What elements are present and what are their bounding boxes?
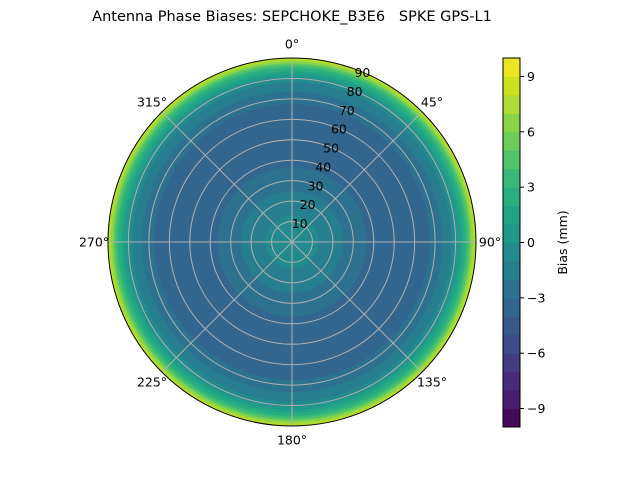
radial-tick-label: 40 xyxy=(315,159,331,174)
colorbar-tick-label: −3 xyxy=(527,290,545,305)
colorbar-level xyxy=(503,224,520,243)
angle-tick-label: 90° xyxy=(479,235,501,250)
colorbar-level xyxy=(503,205,520,225)
colorbar-level xyxy=(503,131,520,151)
colorbar-tick-label: 6 xyxy=(527,124,535,139)
colorbar-level xyxy=(503,316,520,336)
colorbar-level xyxy=(503,334,520,354)
radial-tick-label: 50 xyxy=(323,141,339,156)
colorbar-level xyxy=(503,187,520,207)
colorbar-tick-label: 9 xyxy=(527,69,535,84)
colorbar-level xyxy=(503,242,520,262)
angle-tick-label: 0° xyxy=(285,37,299,52)
colorbar-level xyxy=(503,260,520,280)
angle-tick-label: 315° xyxy=(137,94,167,109)
colorbar-tick-label: −9 xyxy=(527,401,545,416)
colorbar-level xyxy=(503,353,520,373)
colorbar-level xyxy=(503,408,520,428)
angular-gridline xyxy=(291,111,423,243)
angle-tick-label: 135° xyxy=(417,375,447,390)
angle-tick-label: 45° xyxy=(421,94,443,109)
colorbar-level xyxy=(503,94,520,114)
angular-gridline xyxy=(161,111,293,243)
radial-tick-label: 30 xyxy=(308,178,324,193)
colorbar-level xyxy=(503,371,520,391)
radial-tick-label: 90 xyxy=(354,65,370,80)
colorbar-tick-label: 0 xyxy=(527,235,535,250)
colorbar-level xyxy=(503,76,520,96)
angular-gridline xyxy=(161,241,293,373)
colorbar-level xyxy=(503,297,520,317)
polar-frame xyxy=(107,57,477,427)
angle-tick-label: 225° xyxy=(137,375,167,390)
colorbar-level xyxy=(503,279,520,299)
radial-tick-label: 20 xyxy=(300,197,316,212)
colorbar-level xyxy=(503,58,520,77)
angular-gridline xyxy=(291,241,423,373)
angle-tick-label: 270° xyxy=(79,235,109,250)
angle-tick-label: 180° xyxy=(277,433,307,448)
colorbar-level xyxy=(503,113,520,133)
radial-tick-label: 10 xyxy=(292,216,308,231)
colorbar-tick-label: 3 xyxy=(527,180,535,195)
radial-tick-label: 70 xyxy=(339,103,355,118)
colorbar-level xyxy=(503,150,520,170)
radial-tick-label: 60 xyxy=(331,122,347,137)
colorbar-label: Bias (mm) xyxy=(555,210,570,274)
radial-tick-label: 80 xyxy=(347,84,363,99)
colorbar-level xyxy=(503,390,520,410)
colorbar-level xyxy=(503,168,520,188)
chart-title: Antenna Phase Biases: SEPCHOKE_B3E6 SPKE… xyxy=(92,9,492,25)
colorbar-tick-label: −6 xyxy=(527,346,545,361)
